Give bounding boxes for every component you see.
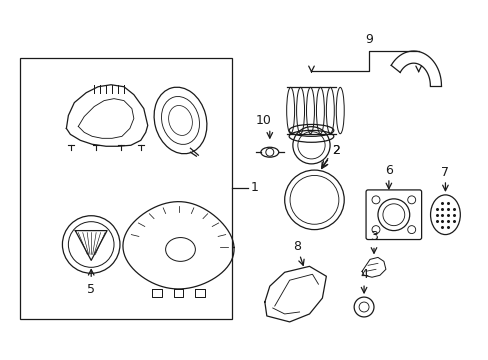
Text: 5: 5	[87, 283, 95, 296]
Text: 1: 1	[250, 181, 258, 194]
Text: 9: 9	[365, 33, 372, 46]
Text: 7: 7	[441, 166, 448, 179]
Text: 2: 2	[332, 144, 340, 157]
Text: 10: 10	[255, 114, 271, 127]
Text: 6: 6	[384, 163, 392, 176]
Bar	[20, 58, 232, 319]
Text: 3: 3	[369, 230, 377, 243]
Text: 8: 8	[293, 240, 301, 253]
Text: 2: 2	[332, 144, 340, 157]
Text: 4: 4	[359, 268, 367, 281]
